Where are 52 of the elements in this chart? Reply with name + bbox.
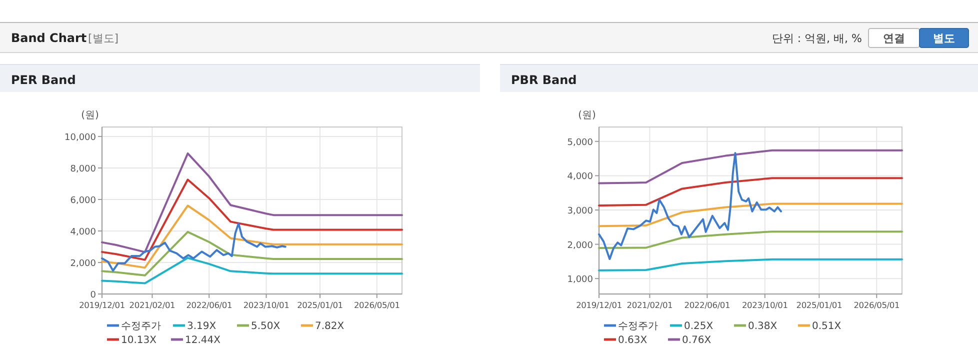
y-tick-label: 8,000: [70, 164, 96, 174]
x-tick-label: 2019/12/01: [79, 300, 125, 310]
x-tick-label: 2026/05/01: [354, 300, 400, 310]
line-series: [598, 202, 903, 228]
y-tick-label: 4,000: [70, 227, 96, 238]
x-tick-label: 2025/01/01: [297, 300, 343, 310]
x-tick-label: 2023/10/01: [243, 300, 290, 310]
y-tick-label: 3,000: [567, 206, 594, 216]
y-tick-label: 10,000: [64, 132, 96, 143]
line-series: [101, 256, 403, 284]
line-series: [598, 152, 782, 260]
x-tick-label: 2019/12/01: [576, 300, 622, 310]
y-tick-label: 0: [90, 290, 96, 300]
legend-label: 5.50X: [251, 321, 280, 332]
line-series: [101, 204, 403, 269]
legend-label: 12.44X: [185, 335, 221, 346]
y-axis-title: (원): [81, 110, 99, 121]
legend-label: 0.25X: [684, 321, 714, 332]
legend-label: 7.82X: [315, 321, 344, 332]
x-tick-label: 2026/05/01: [854, 300, 900, 310]
y-tick-label: 5,000: [567, 138, 594, 148]
y-tick-label: 2,000: [567, 240, 594, 251]
legend-label: 수정주가: [121, 321, 161, 332]
x-tick-label: 2025/01/01: [796, 300, 842, 310]
line-series: [101, 178, 403, 261]
x-tick-label: 2021/02/01: [129, 300, 176, 310]
y-tick-label: 2,000: [70, 258, 96, 269]
y-tick-label: 4,000: [567, 172, 594, 182]
line-series: [101, 230, 403, 276]
legend-label: 0.51X: [812, 321, 842, 332]
line-series: [101, 152, 403, 254]
header: Band Chart[별도] 단위 : 억원, 배, % 연결 별도: [0, 22, 978, 53]
legend-label: 3.19X: [187, 321, 216, 332]
legend-label: 0.76X: [682, 335, 712, 346]
line-series: [598, 177, 903, 207]
line-series: [101, 222, 286, 272]
x-tick-label: 2022/06/01: [684, 300, 730, 310]
line-series: [598, 149, 903, 184]
x-tick-label: 2021/02/01: [626, 300, 673, 310]
legend-label: 0.38X: [748, 321, 778, 332]
line-series: [598, 258, 903, 272]
chart-title: PER Band: [11, 73, 76, 87]
y-tick-label: 6,000: [70, 196, 96, 206]
x-tick-label: 2022/06/01: [186, 300, 232, 310]
line-series: [598, 230, 903, 250]
legend-label: 0.63X: [618, 335, 648, 346]
y-tick-label: 1,000: [567, 275, 594, 286]
y-axis-title: (원): [578, 110, 596, 121]
legend-label: 수정주가: [618, 321, 658, 332]
legend-label: 10.13X: [121, 335, 157, 346]
chart-title: PBR Band: [511, 73, 577, 87]
x-tick-label: 2023/10/01: [742, 300, 788, 310]
